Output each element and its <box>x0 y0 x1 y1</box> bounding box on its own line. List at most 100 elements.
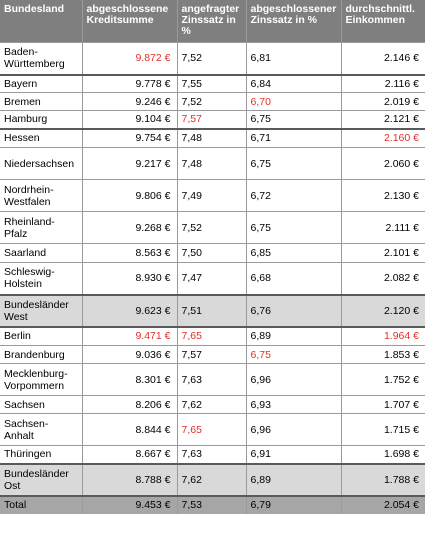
cell-state: Hamburg <box>0 110 83 129</box>
cell-credit-sum: 9.453 € <box>82 494 178 514</box>
table-row: Bundesländer Ost 8.788 €7,62 6,89 1.788 € <box>0 463 425 496</box>
cell-income: 2.146 € <box>383 52 419 65</box>
cell-requested-rate: 7,48 <box>177 147 247 180</box>
cell-closed-rate: 6,72 <box>246 179 342 212</box>
cell-income: 2.120 € <box>341 294 425 327</box>
cell-credit-sum: 8.930 € <box>82 262 178 295</box>
cell-income: 2.054 € <box>341 494 425 514</box>
cell-credit-sum: 9.623 € <box>82 294 178 327</box>
cell-closed-rate: 6,84 <box>246 74 342 93</box>
cell-requested-rate: 7,62 <box>177 395 247 414</box>
cell-closed-rate: 6,71 <box>246 128 342 148</box>
cell-requested-rate: 7,63 <box>177 363 247 396</box>
table-row: Bremen 9.246 €7,52 6,70 2.019 € <box>0 92 425 111</box>
cell-credit-sum: 9.471 € <box>82 326 178 346</box>
cell-requested-rate: 7,49 <box>177 179 247 212</box>
cell-income: 2.111 € <box>385 221 419 234</box>
header-closed-rate: abgeschlossener Zinssatz in % <box>246 0 342 43</box>
cell-income: 2.160 € <box>383 132 419 145</box>
table-row: Berlin 9.471 €7,65 6,89 1.964 € <box>0 326 425 346</box>
cell-credit-sum: 9.778 € <box>82 74 178 93</box>
cell-credit-sum: 9.217 € <box>82 147 178 180</box>
cell-state: Sachsen-Anhalt <box>0 413 83 446</box>
cell-state: Total <box>0 494 83 514</box>
cell-credit-sum: 8.667 € <box>82 445 178 464</box>
cell-credit-sum: 8.844 € <box>82 413 178 446</box>
cell-income: 1.853 € <box>383 348 419 361</box>
cell-state: Saarland <box>0 243 83 263</box>
cell-income: 1.788 € <box>341 463 425 496</box>
cell-requested-rate: 7,48 <box>177 128 247 148</box>
cell-closed-rate: 6,70 <box>246 92 342 111</box>
cell-income: 2.019 € <box>383 95 419 108</box>
cell-income: 1.698 € <box>383 448 419 461</box>
cell-closed-rate: 6,96 <box>246 363 342 396</box>
table-row: Thüringen 8.667 €7,63 6,91 1.698 € <box>0 445 425 464</box>
cell-closed-rate: 6,89 <box>246 463 342 496</box>
cell-requested-rate: 7,65 <box>177 413 247 446</box>
cell-credit-sum: 9.806 € <box>82 179 178 212</box>
cell-requested-rate: 7,52 <box>177 42 247 75</box>
table-row: Hamburg 9.104 €7,57 6,75 2.121 € <box>0 110 425 129</box>
cell-state: Bremen <box>0 92 83 111</box>
cell-state: Bayern <box>0 74 83 93</box>
cell-credit-sum: 8.788 € <box>82 463 178 496</box>
cell-closed-rate: 6,75 <box>246 211 342 244</box>
cell-income: 2.116 € <box>384 77 419 90</box>
cell-income: 2.082 € <box>383 272 419 285</box>
table-row: Bayern 9.778 €7,55 6,84 2.116 € <box>0 74 425 93</box>
cell-credit-sum: 9.872 € <box>82 42 178 75</box>
cell-state: Rheinland-Pfalz <box>0 211 83 244</box>
cell-closed-rate: 6,68 <box>246 262 342 295</box>
header-row: Bundesland abgeschlossene Kreditsumme an… <box>0 0 425 43</box>
cell-credit-sum: 9.246 € <box>82 92 178 111</box>
cell-income: 2.101 € <box>383 247 419 259</box>
cell-income: 2.121 € <box>383 113 419 126</box>
cell-state: Thüringen <box>0 445 83 464</box>
header-state: Bundesland <box>0 0 83 43</box>
cell-state: Hessen <box>0 128 83 148</box>
table-row: Rheinland-Pfalz 9.268 €7,52 6,75 2.111 € <box>0 211 425 244</box>
cell-income: 1.715 € <box>383 423 419 436</box>
table-row: Schleswig-Holstein 8.930 €7,47 6,68 2.082 € <box>0 262 425 295</box>
cell-income: 2.060 € <box>383 157 419 170</box>
cell-credit-sum: 8.563 € <box>82 243 178 263</box>
cell-requested-rate: 7,65 <box>177 326 247 346</box>
cell-income: 1.752 € <box>383 373 419 386</box>
table-row: Baden-Württemberg 9.872 €7,52 6,81 2.146 € <box>0 42 425 75</box>
table-row: Brandenburg 9.036 €7,57 6,75 1.853 € <box>0 345 425 364</box>
cell-requested-rate: 7,62 <box>177 463 247 496</box>
cell-state: Schleswig-Holstein <box>0 262 83 295</box>
cell-closed-rate: 6,75 <box>246 147 342 180</box>
table-row: Saarland 8.563 €7,50 6,85 2.101 € <box>0 243 425 263</box>
cell-state: Bundesländer Ost <box>0 463 83 496</box>
header-income: durchschnittl. Einkommen <box>341 0 425 43</box>
cell-closed-rate: 6,93 <box>246 395 342 414</box>
cell-state: Sachsen <box>0 395 83 414</box>
credit-table: Bundesland abgeschlossene Kreditsumme an… <box>0 0 425 514</box>
table-row: Bundesländer West 9.623 €7,51 6,76 2.120 € <box>0 294 425 327</box>
table-row: Nordrhein-Westfalen 9.806 €7,49 6,72 2.130 … <box>0 179 425 212</box>
cell-closed-rate: 6,79 <box>246 494 342 514</box>
table-row: Sachsen-Anhalt 8.844 €7,65 6,96 1.715 € <box>0 413 425 446</box>
cell-requested-rate: 7,50 <box>177 243 247 263</box>
cell-state: Baden-Württemberg <box>0 42 83 75</box>
cell-credit-sum: 8.206 € <box>82 395 178 414</box>
cell-closed-rate: 6,75 <box>246 110 342 129</box>
cell-income: 2.130 € <box>383 189 419 202</box>
cell-closed-rate: 6,76 <box>246 294 342 327</box>
cell-state: Berlin <box>0 326 83 346</box>
cell-credit-sum: 9.754 € <box>82 128 178 148</box>
total-row: Total 9.453 €7,53 6,79 2.054 € <box>0 494 425 514</box>
cell-closed-rate: 6,96 <box>246 413 342 446</box>
cell-closed-rate: 6,85 <box>246 243 342 263</box>
table-row: Mecklenburg-Vorpommern 8.301 €7,63 6,96 1.7… <box>0 363 425 396</box>
table-row: Niedersachsen 9.217 €7,48 6,75 2.060 € <box>0 147 425 180</box>
cell-credit-sum: 9.104 € <box>82 110 178 129</box>
cell-closed-rate: 6,75 <box>246 345 342 364</box>
cell-closed-rate: 6,81 <box>246 42 342 75</box>
cell-credit-sum: 9.036 € <box>82 345 178 364</box>
cell-requested-rate: 7,47 <box>177 262 247 295</box>
cell-requested-rate: 7,57 <box>177 345 247 364</box>
cell-closed-rate: 6,89 <box>246 326 342 346</box>
